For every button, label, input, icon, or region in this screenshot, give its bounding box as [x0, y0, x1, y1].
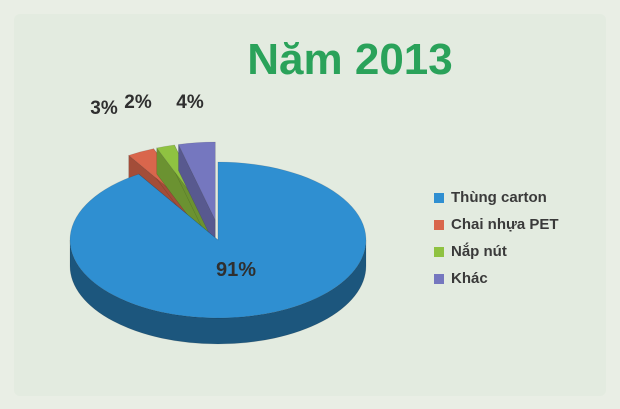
legend-item-nap-nut: Nắp nút	[434, 238, 559, 265]
legend-swatch	[434, 192, 444, 203]
pie-slice	[69, 161, 367, 345]
chart-title: Năm 2013	[247, 35, 452, 84]
pie-slice-top	[177, 141, 216, 221]
labels-layer: 91% 3% 2% 4%	[90, 92, 256, 281]
data-label: 2%	[124, 92, 152, 113]
data-label: 91%	[216, 259, 256, 281]
legend-label: Thùng carton	[451, 189, 547, 206]
legend-label: Nắp nút	[451, 243, 507, 260]
slices-layer	[69, 141, 367, 345]
legend-label: Khác	[451, 270, 488, 287]
chart-legend: Thùng carton Chai nhựa PET Nắp nút Khác	[434, 184, 559, 292]
legend-item-chai-nhua-pet: Chai nhựa PET	[434, 211, 559, 238]
legend-swatch	[434, 273, 444, 284]
legend-item-khac: Khác	[434, 265, 559, 292]
data-label: 3%	[90, 98, 118, 119]
pie-slice-top	[69, 161, 367, 319]
pie-slice	[177, 141, 216, 247]
legend-item-thung-carton: Thùng carton	[434, 184, 559, 211]
data-label: 4%	[176, 92, 204, 113]
legend-swatch	[434, 246, 444, 257]
legend-swatch	[434, 219, 444, 230]
legend-label: Chai nhựa PET	[451, 216, 559, 233]
